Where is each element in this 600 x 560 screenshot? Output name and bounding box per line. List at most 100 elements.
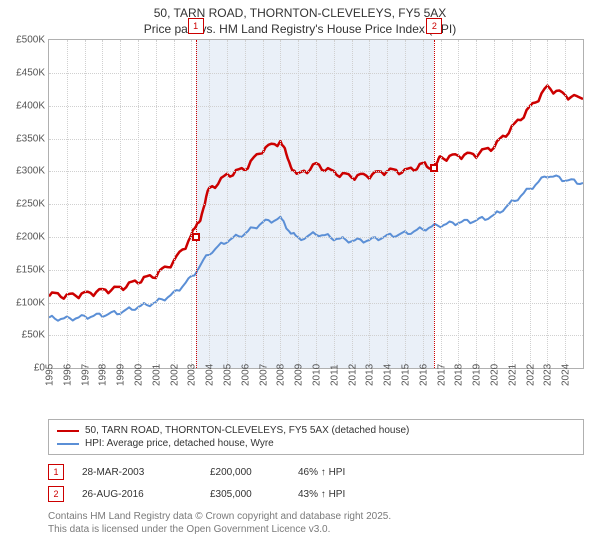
gridline-vertical bbox=[67, 40, 68, 368]
legend: 50, TARN ROAD, THORNTON-CLEVELEYS, FY5 5… bbox=[48, 419, 584, 455]
sale-event-price: £200,000 bbox=[210, 467, 280, 478]
marker-guideline bbox=[434, 40, 435, 368]
gridline-vertical bbox=[245, 40, 246, 368]
x-tick-label: 2001 bbox=[151, 364, 162, 386]
gridline-vertical bbox=[530, 40, 531, 368]
y-tick-label: £200K bbox=[5, 231, 45, 242]
x-tick-label: 2011 bbox=[329, 365, 340, 387]
gridline-vertical bbox=[102, 40, 103, 368]
gridline-vertical bbox=[405, 40, 406, 368]
x-tick-label: 2020 bbox=[490, 364, 501, 386]
x-tick-label: 2003 bbox=[187, 364, 198, 386]
sale-marker-badge: 2 bbox=[426, 18, 442, 34]
title-subtitle: Price paid vs. HM Land Registry's House … bbox=[8, 22, 592, 38]
legend-item: 50, TARN ROAD, THORNTON-CLEVELEYS, FY5 5… bbox=[57, 424, 575, 437]
sale-marker bbox=[192, 233, 200, 241]
title-address: 50, TARN ROAD, THORNTON-CLEVELEYS, FY5 5… bbox=[8, 6, 592, 22]
y-tick-label: £500K bbox=[5, 35, 45, 46]
x-tick-label: 2015 bbox=[401, 364, 412, 386]
chart-container: 50, TARN ROAD, THORNTON-CLEVELEYS, FY5 5… bbox=[0, 0, 600, 560]
gridline-vertical bbox=[494, 40, 495, 368]
gridline-vertical bbox=[423, 40, 424, 368]
attribution-line: Contains HM Land Registry data © Crown c… bbox=[48, 511, 584, 524]
x-tick-label: 2023 bbox=[543, 364, 554, 386]
x-tick-label: 1997 bbox=[80, 364, 91, 386]
x-tick-label: 2010 bbox=[312, 364, 323, 386]
sale-events: 1 28-MAR-2003 £200,000 46% ↑ HPI 2 26-AUG-201… bbox=[48, 461, 584, 505]
legend-item: HPI: Average price, detached house, Wyre bbox=[57, 437, 575, 450]
gridline-vertical bbox=[512, 40, 513, 368]
x-tick-label: 2000 bbox=[134, 364, 145, 386]
x-tick-label: 2007 bbox=[258, 364, 269, 386]
attribution-line: This data is licensed under the Open Gov… bbox=[48, 524, 584, 537]
y-tick-label: £50K bbox=[5, 330, 45, 341]
y-tick-label: £0 bbox=[5, 363, 45, 374]
legend-label: 50, TARN ROAD, THORNTON-CLEVELEYS, FY5 5… bbox=[85, 425, 409, 436]
sale-event-badge: 1 bbox=[48, 464, 64, 480]
gridline-vertical bbox=[156, 40, 157, 368]
gridline-vertical bbox=[369, 40, 370, 368]
x-axis-labels: 1995199619971998199920002001200220032004… bbox=[48, 369, 584, 393]
chart-titles: 50, TARN ROAD, THORNTON-CLEVELEYS, FY5 5… bbox=[8, 6, 592, 37]
gridline-vertical bbox=[227, 40, 228, 368]
x-tick-label: 2016 bbox=[418, 364, 429, 386]
chart-box: £0£50K£100K£150K£200K£250K£300K£350K£400… bbox=[48, 39, 584, 393]
x-tick-label: 1999 bbox=[116, 364, 127, 386]
plot-area: £0£50K£100K£150K£200K£250K£300K£350K£400… bbox=[48, 39, 584, 369]
gridline-vertical bbox=[565, 40, 566, 368]
gridline-vertical bbox=[441, 40, 442, 368]
x-tick-label: 2013 bbox=[365, 364, 376, 386]
sale-event-row: 1 28-MAR-2003 £200,000 46% ↑ HPI bbox=[48, 461, 584, 483]
y-tick-label: £400K bbox=[5, 100, 45, 111]
marker-guideline bbox=[196, 40, 197, 368]
gridline-vertical bbox=[316, 40, 317, 368]
x-tick-label: 2006 bbox=[240, 364, 251, 386]
gridline-vertical bbox=[387, 40, 388, 368]
y-tick-label: £150K bbox=[5, 264, 45, 275]
gridline-vertical bbox=[280, 40, 281, 368]
gridline-vertical bbox=[352, 40, 353, 368]
y-tick-label: £250K bbox=[5, 199, 45, 210]
x-tick-label: 2009 bbox=[294, 364, 305, 386]
gridline-vertical bbox=[547, 40, 548, 368]
x-tick-label: 1998 bbox=[98, 364, 109, 386]
gridline-vertical bbox=[138, 40, 139, 368]
x-tick-label: 2012 bbox=[347, 364, 358, 386]
y-tick-label: £100K bbox=[5, 297, 45, 308]
gridline-vertical bbox=[120, 40, 121, 368]
legend-label: HPI: Average price, detached house, Wyre bbox=[85, 438, 274, 449]
y-tick-label: £300K bbox=[5, 166, 45, 177]
x-tick-label: 2014 bbox=[383, 364, 394, 386]
gridline-vertical bbox=[209, 40, 210, 368]
sale-event-row: 2 26-AUG-2016 £305,000 43% ↑ HPI bbox=[48, 483, 584, 505]
x-tick-label: 2005 bbox=[223, 364, 234, 386]
x-tick-label: 2002 bbox=[169, 364, 180, 386]
x-tick-label: 2024 bbox=[561, 364, 572, 386]
x-tick-label: 2021 bbox=[507, 364, 518, 386]
x-tick-label: 2022 bbox=[525, 364, 536, 386]
sale-event-date: 28-MAR-2003 bbox=[82, 467, 192, 478]
x-tick-label: 2017 bbox=[436, 364, 447, 386]
gridline-vertical bbox=[85, 40, 86, 368]
sale-event-relative: 43% ↑ HPI bbox=[298, 489, 448, 500]
gridline-vertical bbox=[476, 40, 477, 368]
x-tick-label: 2004 bbox=[205, 364, 216, 386]
sale-event-badge: 2 bbox=[48, 486, 64, 502]
sale-marker-badge: 1 bbox=[188, 18, 204, 34]
gridline-vertical bbox=[298, 40, 299, 368]
sale-event-relative: 46% ↑ HPI bbox=[298, 467, 448, 478]
gridline-vertical bbox=[334, 40, 335, 368]
y-tick-label: £450K bbox=[5, 67, 45, 78]
x-tick-label: 2018 bbox=[454, 364, 465, 386]
sale-event-price: £305,000 bbox=[210, 489, 280, 500]
gridline-vertical bbox=[263, 40, 264, 368]
x-tick-label: 1995 bbox=[45, 364, 56, 386]
y-tick-label: £350K bbox=[5, 133, 45, 144]
sale-event-date: 26-AUG-2016 bbox=[82, 489, 192, 500]
x-tick-label: 1996 bbox=[62, 364, 73, 386]
gridline-vertical bbox=[458, 40, 459, 368]
legend-swatch bbox=[57, 430, 79, 432]
x-tick-label: 2019 bbox=[472, 364, 483, 386]
gridline-vertical bbox=[191, 40, 192, 368]
sale-marker bbox=[430, 164, 438, 172]
